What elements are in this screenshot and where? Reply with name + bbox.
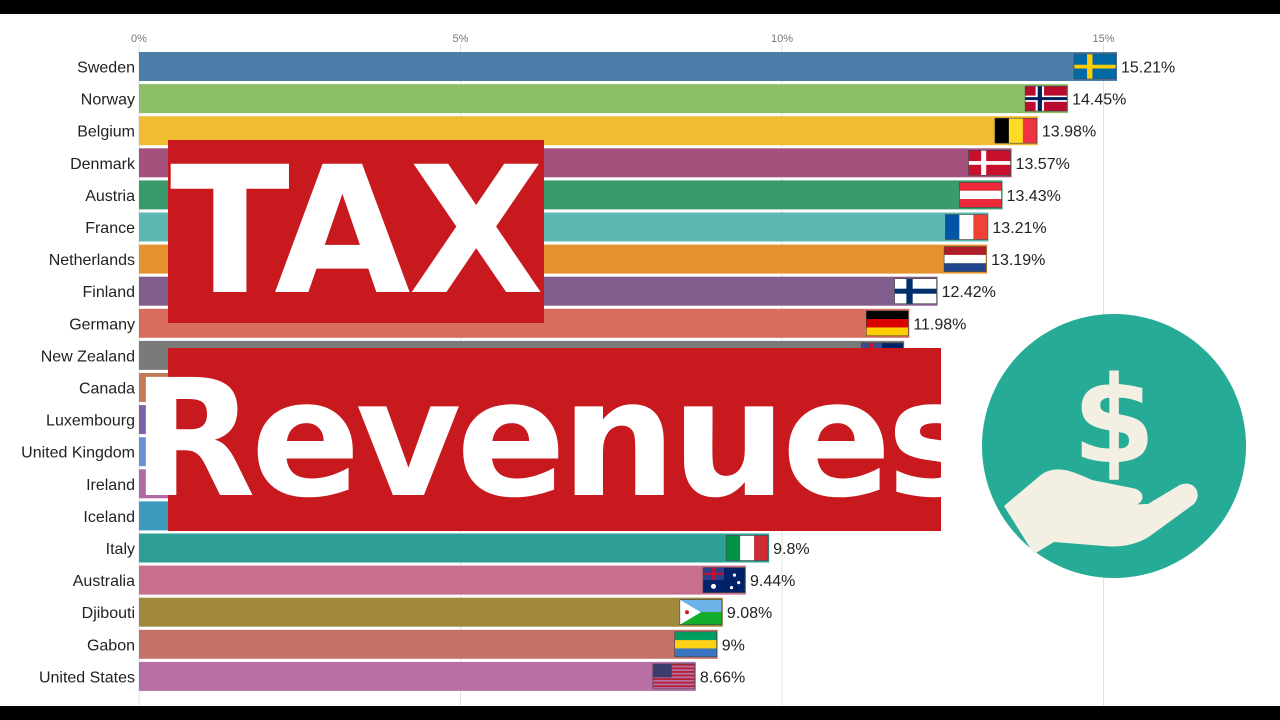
gabon-flag-icon [674, 631, 718, 658]
category-label: Iceland [83, 509, 135, 526]
value-label: 13.57% [1016, 156, 1070, 173]
belgium-flag-icon [994, 117, 1038, 144]
x-tick-label: 10% [771, 33, 793, 45]
value-label: 9% [722, 637, 745, 654]
category-label: Norway [81, 92, 135, 109]
bar-djibouti [139, 597, 723, 627]
value-label: 8.66% [700, 669, 745, 686]
bar-australia [139, 565, 746, 595]
category-label: Australia [73, 573, 135, 590]
austria-flag-icon [959, 182, 1002, 208]
category-label: United Kingdom [21, 445, 135, 462]
category-label: Ireland [86, 477, 135, 494]
bar-sweden [139, 52, 1118, 81]
category-label: Gabon [87, 637, 135, 654]
category-label: Canada [79, 381, 135, 398]
chart-stage: 0% 5% 10% 15% Sweden 15.21% Norway 14.45% Belgiu… [0, 14, 1280, 706]
value-label: 13.19% [991, 252, 1045, 269]
italy-flag-icon [725, 535, 769, 561]
category-label: United States [39, 669, 135, 686]
value-label: 13.98% [1042, 124, 1096, 141]
category-label: Finland [83, 284, 135, 301]
australia-flag-icon [702, 567, 746, 593]
bar-norway [139, 84, 1069, 114]
category-label: Sweden [77, 60, 135, 77]
france-flag-icon [945, 214, 988, 240]
value-label: 11.98% [913, 316, 966, 333]
x-tick-label: 15% [1092, 33, 1114, 45]
tax-banner: TAX [168, 128, 544, 334]
value-label: 9.44% [750, 573, 795, 590]
bar-gabon [139, 629, 718, 659]
category-label: Denmark [70, 156, 136, 173]
category-label: France [85, 220, 135, 237]
germany-flag-icon [866, 310, 909, 337]
category-label: Belgium [77, 124, 135, 141]
norway-flag-icon [1024, 85, 1068, 112]
bar-united-states [139, 661, 696, 691]
x-tick-label: 5% [453, 33, 469, 45]
hand-dollar-icon: $ [982, 314, 1246, 578]
category-label: Austria [85, 188, 135, 205]
category-label: Italy [106, 541, 135, 558]
united-states-flag-icon [652, 663, 696, 690]
category-label: Netherlands [49, 252, 135, 269]
category-label: New Zealand [41, 348, 135, 365]
category-label: Djibouti [82, 605, 135, 622]
value-label: 15.21% [1121, 60, 1175, 77]
value-label: 9.8% [773, 541, 809, 558]
category-label: Germany [69, 316, 135, 333]
category-label: Luxembourg [46, 413, 135, 430]
finland-flag-icon [894, 278, 937, 305]
value-label: 13.21% [992, 220, 1046, 237]
value-label: 9.08% [727, 605, 772, 622]
value-label: 14.45% [1072, 92, 1126, 109]
value-label: 12.42% [942, 284, 996, 301]
netherlands-flag-icon [943, 246, 987, 272]
revenues-banner: Revenues [130, 345, 983, 534]
value-label: 13.43% [1007, 188, 1061, 205]
bar-italy [139, 533, 770, 563]
denmark-flag-icon [968, 150, 1011, 176]
sweden-flag-icon [1073, 53, 1117, 80]
svg-text:$: $ [1072, 352, 1156, 491]
djibouti-flag-icon [679, 599, 723, 626]
x-tick-label: 0% [131, 33, 147, 45]
